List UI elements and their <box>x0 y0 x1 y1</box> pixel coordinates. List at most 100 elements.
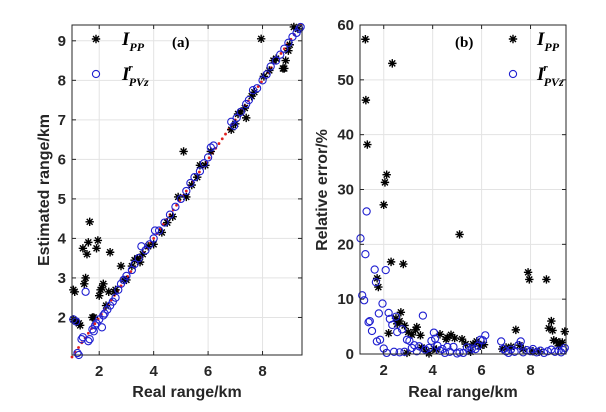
star-point <box>435 330 445 339</box>
x-tick-label: 4 <box>428 362 437 379</box>
star-point <box>380 178 390 187</box>
circle-point <box>365 316 374 326</box>
circle-point <box>160 218 169 227</box>
star-point <box>284 46 293 55</box>
circle-point <box>381 265 390 275</box>
star-point <box>416 331 425 340</box>
reference-line-dot <box>77 346 80 349</box>
star-point <box>236 107 245 117</box>
star-point <box>523 268 533 277</box>
circle-point <box>375 335 385 344</box>
legend-sup: r <box>128 62 133 74</box>
star-point <box>396 308 406 317</box>
circle-point <box>501 347 511 356</box>
star-point <box>70 287 79 296</box>
circle-point <box>430 334 440 343</box>
panel-a-label: (a) <box>172 35 190 51</box>
reference-line-dot <box>152 237 156 240</box>
circle-point <box>171 202 180 211</box>
star-point <box>78 244 88 253</box>
star-point <box>85 217 94 227</box>
star-point <box>105 248 115 257</box>
reference-line-dot <box>279 52 283 55</box>
star-point <box>457 334 467 344</box>
circle-point <box>236 107 245 117</box>
circle-point <box>516 337 525 346</box>
circle-point <box>510 347 519 356</box>
circle-point <box>99 311 108 320</box>
circle-point <box>111 293 120 302</box>
y-tick-label: 20 <box>337 236 354 253</box>
star-point <box>193 172 202 182</box>
legend-main: I <box>536 64 545 85</box>
circle-point <box>182 186 191 196</box>
circle-point <box>203 153 213 162</box>
circle-point <box>271 56 281 65</box>
star-point <box>479 340 489 349</box>
x-tick-label: 2 <box>380 362 388 379</box>
star-point <box>544 324 554 333</box>
panel-b-ticks: 2 4 6 8 0 10 20 30 40 50 60 <box>337 17 566 379</box>
circle-point <box>206 143 215 152</box>
circle-point <box>137 242 146 251</box>
circle-point <box>361 250 370 259</box>
circle-point <box>141 246 150 255</box>
circle-point <box>258 76 267 85</box>
star-point <box>81 273 90 283</box>
star-point <box>382 170 391 179</box>
y-tick-label: 7 <box>58 112 66 129</box>
circle-point <box>149 234 158 243</box>
reference-line-dot <box>224 132 227 136</box>
legend-entry-label: IPP <box>121 29 145 54</box>
reference-line-dot <box>70 355 74 359</box>
x-tick-label: 2 <box>95 363 103 380</box>
reference-line-dot <box>207 156 211 160</box>
circle-point <box>389 347 399 356</box>
panel-b-grid <box>360 25 566 354</box>
x-tick-label: 8 <box>258 363 266 380</box>
circle-point <box>288 32 297 42</box>
star-point <box>374 282 383 292</box>
star-point <box>138 250 147 259</box>
circle-point <box>405 336 414 345</box>
star-point <box>231 119 240 129</box>
circle-point <box>539 348 549 358</box>
legend-sub: PP <box>129 40 144 54</box>
panel-a-ticks: 2 4 6 8 2 3 4 5 6 7 8 9 <box>58 25 302 380</box>
star-point <box>506 342 516 352</box>
x-tick-label: 8 <box>526 362 534 379</box>
circle-point <box>497 337 506 346</box>
panel-b-label: (b) <box>455 35 473 51</box>
star-point <box>182 192 191 202</box>
y-tick-label: 50 <box>337 72 354 89</box>
circle-point <box>429 328 439 337</box>
circle-point <box>84 337 93 346</box>
circle-point <box>150 226 160 235</box>
star-point <box>97 283 107 293</box>
circle-point <box>232 113 241 123</box>
star-point <box>89 313 98 322</box>
star-point <box>240 103 250 113</box>
panel-a-reference-line <box>70 23 303 359</box>
circle-point <box>85 335 94 344</box>
star-point <box>281 56 290 65</box>
circle-point <box>378 299 387 308</box>
star-point <box>498 344 507 354</box>
circle-point <box>248 86 258 95</box>
circle-point <box>154 226 164 235</box>
star-point <box>560 327 569 336</box>
legend-star-icon <box>91 34 101 44</box>
star-point <box>552 337 561 346</box>
circle-point <box>443 342 452 352</box>
circle-point <box>400 347 409 356</box>
reference-line-dot <box>282 47 286 51</box>
y-tick-label: 30 <box>337 182 354 199</box>
star-point <box>549 336 558 345</box>
circle-point <box>244 95 254 105</box>
star-point <box>476 341 485 350</box>
star-point <box>80 279 89 289</box>
star-point <box>144 242 153 251</box>
circle-point <box>412 347 421 356</box>
y-tick-label: 8 <box>58 72 66 89</box>
